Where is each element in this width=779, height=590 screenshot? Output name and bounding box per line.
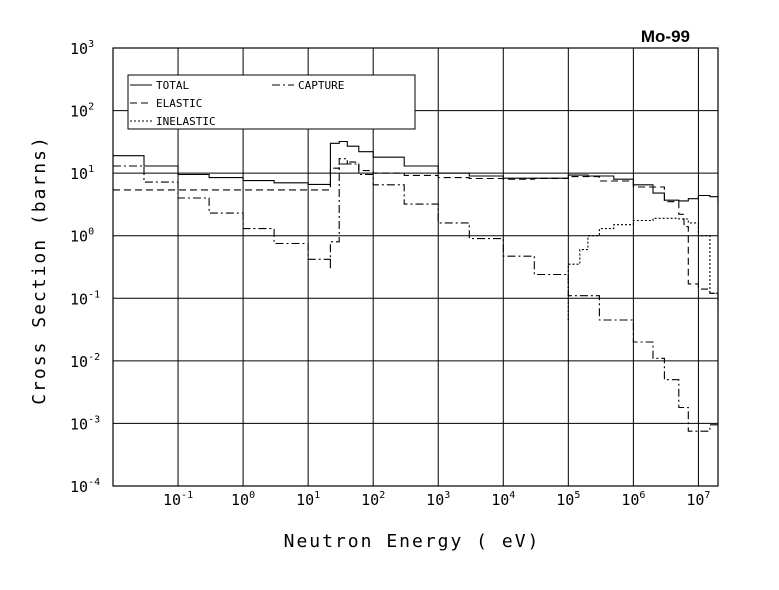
y-axis-title: Cross Section (barns) [29,135,50,405]
y-tick-label: 10-1 [70,289,100,308]
series-capture-line [113,158,718,432]
x-tick-label: 100 [231,490,255,509]
x-tick-label: 107 [686,490,710,509]
y-tick-label: 101 [70,164,94,183]
series-inelastic-line [567,217,719,320]
x-axis-title: Neutron Energy ( eV) [284,531,541,552]
x-tick-labels: 10-1 100 101 102 103 104 105 106 107 [163,490,710,509]
plot-frame [112,47,719,487]
x-tick-label: 103 [426,490,450,509]
y-tick-label: 10-4 [70,477,100,496]
legend-box [127,74,416,130]
x-tick-label: 105 [556,490,580,509]
plot-series [113,140,719,432]
legend: TOTAL ELASTIC CAPTURE INELASTIC [127,74,416,130]
chart-title: Mo-99 [641,27,690,46]
x-tick-label: 10-1 [163,490,193,509]
x-tick-label: 102 [361,490,385,509]
x-tick-label: 104 [491,490,515,509]
y-tick-label: 100 [70,227,94,246]
y-tick-label: 10-3 [70,414,100,433]
x-tick-label: 106 [621,490,645,509]
series-elastic-line [113,161,719,305]
y-tick-labels: 103 102 101 100 10-1 10-2 10-3 10-4 [70,39,100,496]
x-tick-label: 101 [296,490,320,509]
legend-label-capture: CAPTURE [298,79,344,92]
y-tick-label: 10-2 [70,352,100,371]
legend-label-elastic: ELASTIC [156,97,202,110]
y-tick-label: 103 [70,39,94,58]
legend-label-inelastic: INELASTIC [156,115,216,128]
series-total-line [113,140,719,205]
legend-label-total: TOTAL [156,79,189,92]
y-tick-label: 102 [70,102,94,121]
